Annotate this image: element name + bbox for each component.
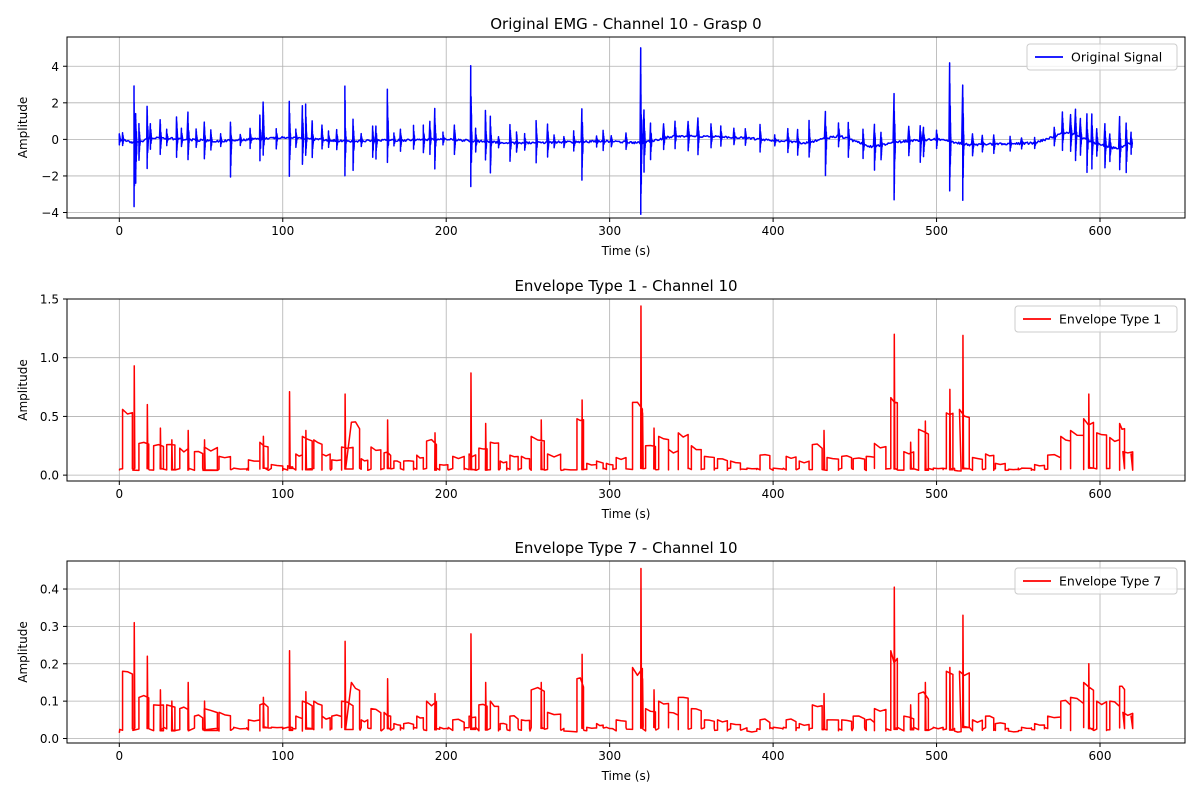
x-tick-label: 100 <box>271 749 294 763</box>
chart-panel-2: 0 100 200 300 400 500 600 0.0 0.5 1.0 1.5 Envelope … <box>16 277 1186 521</box>
y-tick-label: 0.2 <box>40 657 59 671</box>
x-tick-label: 400 <box>762 749 785 763</box>
legend: Envelope Type 1 <box>1014 305 1178 333</box>
y-axis-label: Amplitude <box>16 97 30 159</box>
y-tick-label: 4 <box>51 60 59 74</box>
x-tick-label: 0 <box>115 224 123 238</box>
x-tick-label: 300 <box>598 224 621 238</box>
y-tick-label: 0.5 <box>40 410 59 424</box>
x-axis-label: Time (s) <box>601 244 651 258</box>
y-tick-label: −2 <box>41 169 59 183</box>
chart-title: Original EMG - Channel 10 - Grasp 0 <box>490 15 761 33</box>
y-tick-label: 0.0 <box>40 469 59 483</box>
x-tick-label: 0 <box>115 749 123 763</box>
y-tick-label: 1.5 <box>40 293 59 307</box>
chart-title: Envelope Type 7 - Channel 10 <box>514 539 737 557</box>
x-tick-label: 100 <box>271 487 294 501</box>
y-tick-label: 0.1 <box>40 695 59 709</box>
y-axis-label: Amplitude <box>16 359 30 421</box>
chart-panel-1: 0 100 200 300 400 500 600 −4 −2 0 2 4 Original EMG -… <box>16 15 1186 258</box>
y-tick-label: −4 <box>41 206 59 220</box>
x-tick-label: 0 <box>115 487 123 501</box>
legend-box <box>1014 567 1178 595</box>
x-tick-label: 200 <box>435 487 458 501</box>
x-axis-label: Time (s) <box>601 507 651 521</box>
legend: Envelope Type 7 <box>1014 567 1178 595</box>
legend: Original Signal <box>1026 43 1178 71</box>
x-tick-label: 500 <box>925 749 948 763</box>
x-tick-label: 100 <box>271 224 294 238</box>
x-tick-label: 300 <box>598 749 621 763</box>
legend-box <box>1014 305 1178 333</box>
chart-panel-3: 0 100 200 300 400 500 600 0.0 0.1 0.2 0.3 0.4 Envelo… <box>16 539 1186 783</box>
x-tick-label: 600 <box>1089 749 1112 763</box>
x-tick-label: 400 <box>762 487 785 501</box>
series-line-1 <box>118 47 1134 215</box>
x-tick-label: 300 <box>598 487 621 501</box>
plot-frame <box>66 36 1186 219</box>
legend-label: Envelope Type 7 <box>1059 574 1161 589</box>
x-tick-label: 200 <box>435 749 458 763</box>
x-axis-label: Time (s) <box>601 769 651 783</box>
y-tick-label: 1.0 <box>40 351 59 365</box>
chart-title: Envelope Type 1 - Channel 10 <box>514 277 737 295</box>
legend-label: Envelope Type 1 <box>1059 312 1161 327</box>
x-tick-label: 500 <box>925 487 948 501</box>
plot-frame <box>66 298 1186 482</box>
x-tick-label: 600 <box>1089 224 1112 238</box>
x-tick-label: 400 <box>762 224 785 238</box>
series-line-1 <box>118 567 1134 734</box>
x-tick-label: 200 <box>435 224 458 238</box>
y-tick-label: 0.0 <box>40 732 59 746</box>
legend-label: Original Signal <box>1071 50 1162 65</box>
x-tick-label: 600 <box>1089 487 1112 501</box>
y-axis-label: Amplitude <box>16 621 30 683</box>
y-tick-label: 0.3 <box>40 620 59 634</box>
x-tick-label: 500 <box>925 224 948 238</box>
y-tick-label: 2 <box>51 96 59 110</box>
y-tick-label: 0.4 <box>40 583 59 597</box>
legend-box <box>1026 43 1178 71</box>
y-tick-label: 0 <box>51 133 59 147</box>
series-line-1 <box>118 305 1134 472</box>
plot-frame <box>66 560 1186 744</box>
